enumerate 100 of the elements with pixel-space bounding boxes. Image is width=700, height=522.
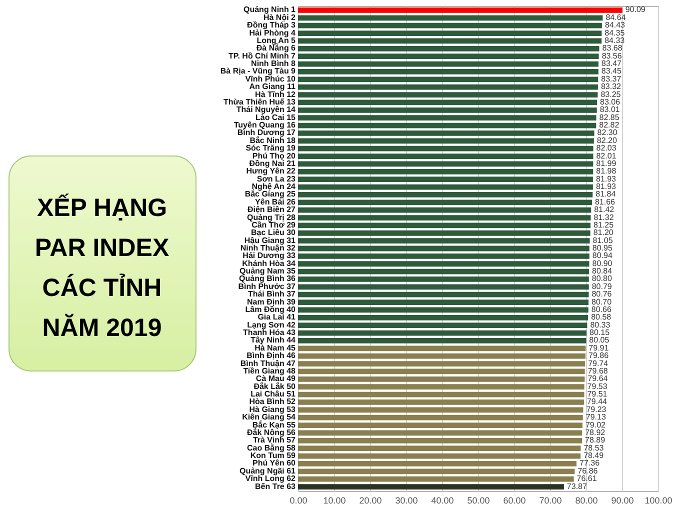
bar xyxy=(298,468,575,474)
bar xyxy=(298,168,594,174)
x-tick-label: 40.00 xyxy=(431,496,454,506)
y-tick-label: Kon Tum 59 xyxy=(250,451,296,460)
data-label: 79.64 xyxy=(588,374,608,384)
y-tick-label: Thái Bình 37 xyxy=(248,290,296,299)
data-label: 80.94 xyxy=(592,251,613,260)
bar xyxy=(298,107,597,113)
x-tick-label: 70.00 xyxy=(539,496,562,506)
bar xyxy=(298,284,589,290)
data-label: 78.49 xyxy=(584,451,604,460)
y-tick-label: Hải Dương 33 xyxy=(242,251,296,260)
data-label: 82.01 xyxy=(596,151,617,160)
data-label: 81.98 xyxy=(596,166,617,176)
y-tick-label: Sơn La 23 xyxy=(256,174,296,184)
data-label: 90.09 xyxy=(625,5,646,14)
bar xyxy=(298,38,602,44)
bar xyxy=(298,261,590,267)
data-label: 79.02 xyxy=(585,420,606,430)
x-tick-label: 60.00 xyxy=(503,496,526,506)
bar xyxy=(298,446,581,452)
y-tick-label: Cà Mau 49 xyxy=(256,374,296,384)
data-label: 82.20 xyxy=(596,136,618,145)
bar xyxy=(298,222,590,228)
bar xyxy=(298,215,591,220)
bar xyxy=(298,346,586,352)
x-tick-label: 100.00 xyxy=(644,496,672,506)
data-label: 80.70 xyxy=(592,297,612,306)
data-label: 79.91 xyxy=(588,343,610,352)
data-label: 81.66 xyxy=(594,197,616,206)
y-tick-label: Yên Bái 26 xyxy=(255,197,296,206)
y-tick-label: Hà Giang 53 xyxy=(249,404,296,414)
y-tick-label: Ninh Bình 8 xyxy=(251,59,296,68)
data-label: 83.68 xyxy=(602,44,623,53)
x-tick-label: 10.00 xyxy=(323,496,346,506)
bar xyxy=(298,253,590,259)
bar xyxy=(298,376,585,382)
bar xyxy=(298,476,574,482)
data-label: 84.35 xyxy=(604,28,626,38)
data-label: 79.23 xyxy=(586,404,607,414)
bar xyxy=(298,184,593,190)
y-tick-label: Hà Nam 45 xyxy=(254,343,296,352)
bar xyxy=(298,414,583,420)
data-label: 83.32 xyxy=(600,82,622,92)
bar xyxy=(298,276,589,282)
x-tick-label: 90.00 xyxy=(611,496,634,506)
data-label: 83.25 xyxy=(600,90,622,99)
data-label: 81.20 xyxy=(593,228,614,238)
data-label: 81.93 xyxy=(596,174,617,184)
y-tick-label: Vĩnh Phúc 10 xyxy=(245,74,296,84)
bar xyxy=(298,130,594,136)
bar xyxy=(298,46,600,52)
y-tick-label: Đắk Lắk 50 xyxy=(254,380,296,391)
y-tick-label: Quảng Ngãi 61 xyxy=(239,466,296,476)
bar xyxy=(298,484,564,490)
x-tick-label: 20.00 xyxy=(359,496,382,506)
data-label: 80.58 xyxy=(591,312,612,322)
y-tick-label: Quảng Nam 35 xyxy=(239,266,296,276)
data-label: 80.15 xyxy=(590,328,610,338)
bar xyxy=(298,407,584,413)
data-label: 80.66 xyxy=(591,304,612,314)
data-label: 80.84 xyxy=(592,266,613,276)
data-label: 82.03 xyxy=(596,144,617,153)
y-tick-label: TP. Hồ Chí Minh 7 xyxy=(228,51,296,60)
y-tick-label: Bình Phước 37 xyxy=(238,282,296,291)
y-tick-label: Quảng Bình 36 xyxy=(239,274,296,284)
y-tick-label: Quảng Ninh 1 xyxy=(244,5,296,14)
data-label: 84.33 xyxy=(604,36,626,45)
data-label: 81.84 xyxy=(596,190,616,199)
x-tick-label: 30.00 xyxy=(395,496,418,506)
y-tick-label: An Giang 11 xyxy=(249,82,296,92)
data-label: 81.32 xyxy=(594,212,614,222)
data-label: 83.45 xyxy=(601,66,622,76)
data-label: 80.05 xyxy=(589,336,610,345)
bar xyxy=(298,200,592,206)
y-tick-label: Bà Rịa - Vũng Tàu 9 xyxy=(220,66,296,76)
y-tick-label: Tuyên Quang 16 xyxy=(234,120,296,130)
y-tick-label: Nam Định 39 xyxy=(247,297,296,306)
data-label: 83.06 xyxy=(600,97,621,106)
y-tick-label: Hưng Yên 22 xyxy=(246,166,296,176)
bar xyxy=(298,246,590,252)
data-label: 81.05 xyxy=(592,236,614,245)
data-label: 82.82 xyxy=(599,120,620,130)
bar xyxy=(298,176,593,182)
data-label: 83.37 xyxy=(601,74,622,84)
y-tick-label: Bến Tre 63 xyxy=(255,482,296,491)
data-label: 84.64 xyxy=(606,12,626,22)
data-label: 76.86 xyxy=(578,466,598,476)
data-label: 79.68 xyxy=(588,366,608,376)
data-label: 78.92 xyxy=(585,428,606,437)
data-label: 79.51 xyxy=(587,390,608,399)
bar xyxy=(298,154,594,159)
y-tick-label: Bình Thuận 47 xyxy=(240,358,296,368)
bar xyxy=(298,207,592,213)
bar xyxy=(298,230,590,236)
data-label: 77.36 xyxy=(579,458,600,468)
bar xyxy=(298,238,590,244)
bar xyxy=(298,8,622,13)
bar xyxy=(298,92,598,98)
bar xyxy=(298,461,576,466)
